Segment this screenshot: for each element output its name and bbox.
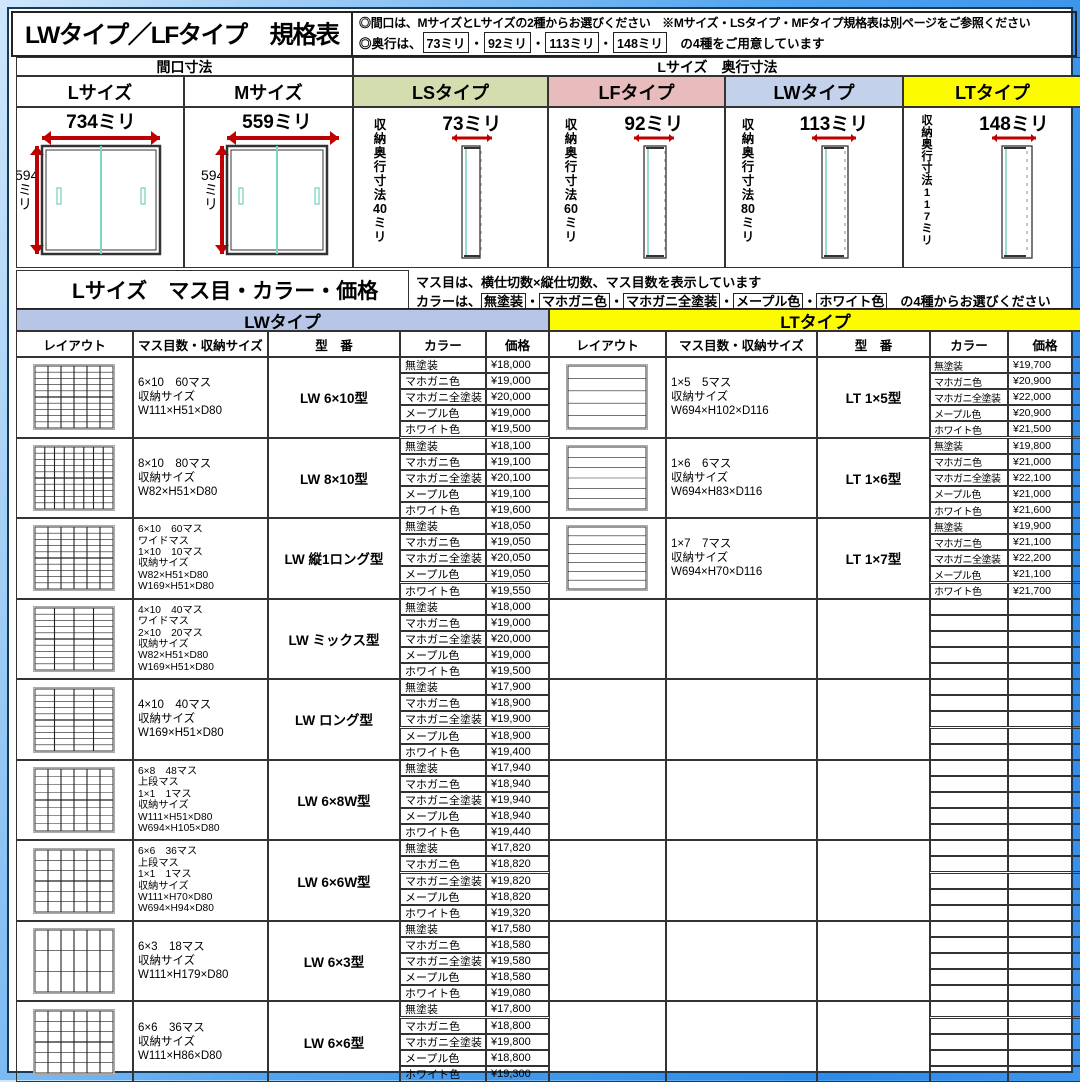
svg-text:734ミリ: 734ミリ xyxy=(66,112,136,133)
svg-text:148ミリ: 148ミリ xyxy=(979,114,1049,135)
svg-text:73ミリ: 73ミリ xyxy=(442,114,501,135)
svg-text:113ミリ: 113ミリ xyxy=(800,114,869,135)
svg-text:92ミリ: 92ミリ xyxy=(624,114,683,135)
svg-text:559ミリ: 559ミリ xyxy=(242,112,312,133)
